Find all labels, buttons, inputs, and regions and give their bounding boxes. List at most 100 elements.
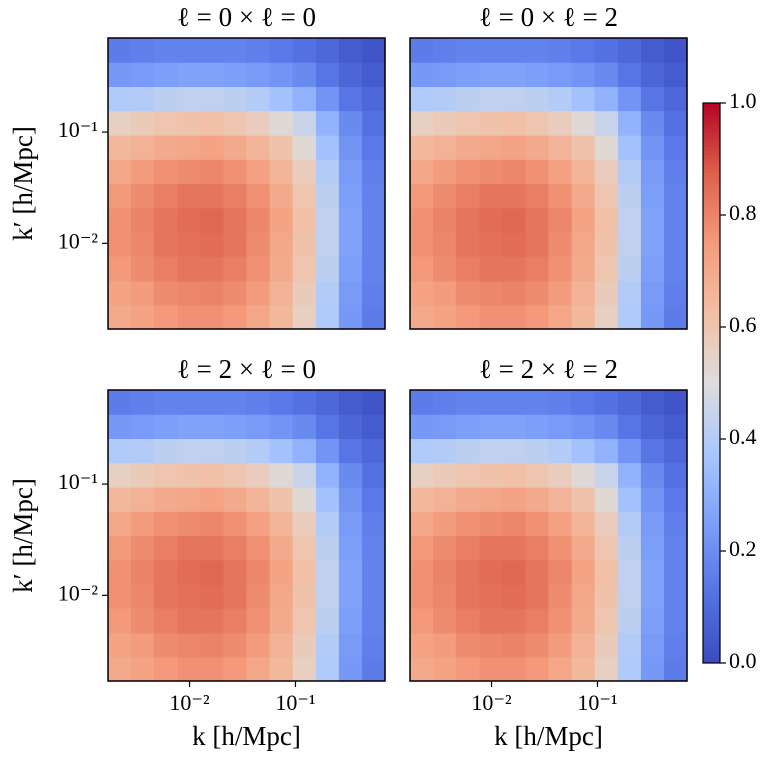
heatmap-cell xyxy=(594,462,619,488)
heatmap-cell xyxy=(130,462,155,488)
heatmap-cell xyxy=(108,304,132,330)
heatmap-cell xyxy=(594,38,619,63)
heatmap-cell xyxy=(315,280,340,306)
heatmap-cell xyxy=(130,207,155,233)
heatmap-cell xyxy=(617,207,642,233)
heatmap-cell xyxy=(571,304,596,330)
heatmap-cell xyxy=(315,183,340,209)
heatmap-cell xyxy=(525,607,550,634)
heatmap-cell xyxy=(177,414,201,440)
heatmap-cell xyxy=(153,656,179,682)
heatmap-cell xyxy=(269,438,294,464)
heatmap-cell xyxy=(315,62,340,88)
heatmap-cell xyxy=(525,487,550,512)
heatmap-cell xyxy=(455,438,481,464)
heatmap-cell xyxy=(548,438,573,464)
heatmap-cell xyxy=(200,487,225,512)
heatmap-cell xyxy=(432,183,457,209)
heatmap-cell xyxy=(432,232,457,257)
heatmap-cell xyxy=(315,207,340,233)
heatmap-cell xyxy=(177,159,201,185)
heatmap-cell xyxy=(455,86,481,112)
heatmap-cell xyxy=(617,232,642,257)
heatmap-cell xyxy=(664,280,688,306)
plot-frame xyxy=(409,389,688,682)
heatmap-cell xyxy=(664,414,688,440)
heatmap-cell xyxy=(338,559,363,585)
heatmap-cell xyxy=(479,535,503,561)
heatmap-cell xyxy=(455,656,481,682)
heatmap-cell xyxy=(223,632,248,658)
y-tick-label: 10⁻² xyxy=(58,580,99,605)
heatmap-cell xyxy=(432,607,457,634)
heatmap-cell xyxy=(432,207,457,233)
heatmap-cell xyxy=(269,86,294,112)
heatmap-cell xyxy=(502,280,527,306)
heatmap-cell xyxy=(130,535,155,561)
heatmap-cell xyxy=(223,110,248,136)
heatmap-cell xyxy=(177,135,201,160)
heatmap-cell xyxy=(525,232,550,257)
heatmap-cell xyxy=(548,607,573,634)
heatmap-cell xyxy=(200,584,225,609)
heatmap-cell xyxy=(525,584,550,609)
heatmap-cell xyxy=(269,511,294,537)
heatmap-cell xyxy=(153,390,179,415)
heatmap-cell xyxy=(455,135,481,160)
heatmap-cell xyxy=(338,414,363,440)
heatmap-cell xyxy=(108,511,132,537)
heatmap-cell xyxy=(130,38,155,63)
heatmap-cell xyxy=(664,159,688,185)
heatmap-cell xyxy=(130,110,155,136)
heatmap-cell xyxy=(223,255,248,282)
heatmap-cell xyxy=(177,38,201,63)
heatmap-cell xyxy=(432,559,457,585)
heatmap-cell xyxy=(479,304,503,330)
heatmap-cell xyxy=(571,183,596,209)
heatmap-cell xyxy=(362,584,386,609)
heatmap-cell xyxy=(617,86,642,112)
heatmap-cell xyxy=(292,183,317,209)
heatmap-cell xyxy=(502,438,527,464)
heatmap-cell xyxy=(664,390,688,415)
heatmap-cell xyxy=(338,135,363,160)
heatmap-cell xyxy=(246,135,271,160)
heatmap-cell xyxy=(594,86,619,112)
heatmap-cell xyxy=(640,86,665,112)
heatmap-cell xyxy=(548,207,573,233)
heatmap-cell xyxy=(223,607,248,634)
heatmap-cell xyxy=(455,304,481,330)
heatmap-cell xyxy=(525,511,550,537)
heatmap-cell xyxy=(200,438,225,464)
heatmap-cell xyxy=(177,584,201,609)
heatmap-cell xyxy=(664,487,688,512)
heatmap-cell xyxy=(502,487,527,512)
heatmap-cell xyxy=(455,62,481,88)
heatmap-cell xyxy=(153,207,179,233)
heatmap-cell xyxy=(640,438,665,464)
heatmap-cell xyxy=(315,86,340,112)
heatmap-cell xyxy=(362,535,386,561)
heatmap-cell xyxy=(292,135,317,160)
heatmap-cell xyxy=(594,390,619,415)
heatmap-cell xyxy=(548,183,573,209)
heatmap-cell xyxy=(617,183,642,209)
heatmap-cell xyxy=(640,280,665,306)
heatmap-cell xyxy=(200,390,225,415)
heatmap-cell xyxy=(410,438,434,464)
heatmap-cell xyxy=(153,255,179,282)
heatmap-cell xyxy=(269,304,294,330)
heatmap-cell xyxy=(455,632,481,658)
heatmap-cell xyxy=(594,414,619,440)
heatmap-cell xyxy=(362,559,386,585)
heatmap-cell xyxy=(177,207,201,233)
heatmap-cell xyxy=(502,159,527,185)
heatmap-cell xyxy=(223,414,248,440)
heatmap-cell xyxy=(200,135,225,160)
heatmap-cell xyxy=(571,607,596,634)
heatmap-cell xyxy=(177,511,201,537)
heatmap-cell xyxy=(153,559,179,585)
heatmap-cell xyxy=(432,62,457,88)
heatmap-cell xyxy=(455,110,481,136)
heatmap-cell xyxy=(153,511,179,537)
